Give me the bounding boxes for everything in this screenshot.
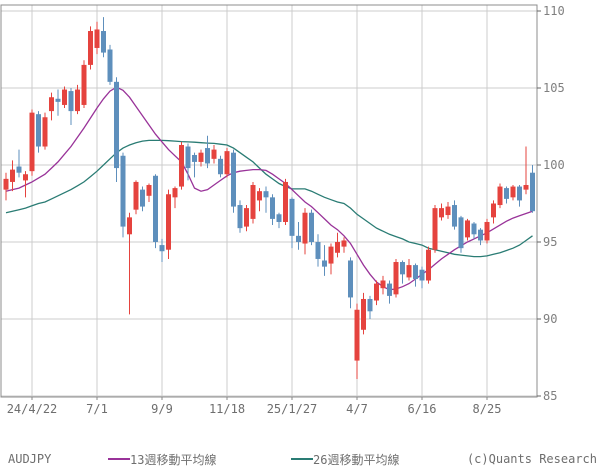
ma13-line xyxy=(5,86,533,291)
legend-item-ma26: 26週移動平均線 xyxy=(291,449,399,469)
legend-item-ma13: 13週移動平均線 xyxy=(108,449,216,469)
svg-text:9/9: 9/9 xyxy=(151,402,173,416)
svg-text:6/16: 6/16 xyxy=(408,402,437,416)
svg-text:4/7: 4/7 xyxy=(346,402,368,416)
copyright-label: (c)Quants Research xyxy=(466,452,597,466)
y-axis-labels: 110 105 100 95 90 85 xyxy=(537,4,565,403)
svg-text:8/25: 8/25 xyxy=(473,402,502,416)
ma13-label: 13週移動平均線 xyxy=(130,452,217,467)
svg-text:100: 100 xyxy=(543,158,565,172)
gridlines xyxy=(1,5,537,397)
ma26-line xyxy=(5,139,533,258)
svg-text:25/1/27: 25/1/27 xyxy=(267,402,318,416)
svg-text:85: 85 xyxy=(543,389,557,403)
candles-series xyxy=(3,17,535,380)
svg-text:110: 110 xyxy=(543,4,565,18)
svg-text:11/18: 11/18 xyxy=(209,402,245,416)
svg-text:90: 90 xyxy=(543,312,557,326)
svg-text:95: 95 xyxy=(543,235,557,249)
svg-text:24/4/22: 24/4/22 xyxy=(7,402,58,416)
ma26-label: 26週移動平均線 xyxy=(313,452,400,467)
x-axis-labels: 24/4/22 7/1 9/9 11/18 25/1/27 4/7 6/16 8/25 xyxy=(7,397,502,416)
plot-border xyxy=(0,4,538,398)
ma13-line-swatch-icon xyxy=(108,458,130,460)
candlestick-chart-canvas: 110 105 100 95 90 85 24/4/22 7/1 9/9 11/18 25/1/2… xyxy=(0,4,565,416)
svg-text:7/1: 7/1 xyxy=(86,402,108,416)
svg-text:105: 105 xyxy=(543,81,565,95)
symbol-label: AUDJPY xyxy=(8,452,52,466)
legend-row: AUDJPY 13週移動平均線 26週移動平均線 (c)Quants Resea… xyxy=(0,449,600,469)
ma26-line-swatch-icon xyxy=(291,458,313,460)
